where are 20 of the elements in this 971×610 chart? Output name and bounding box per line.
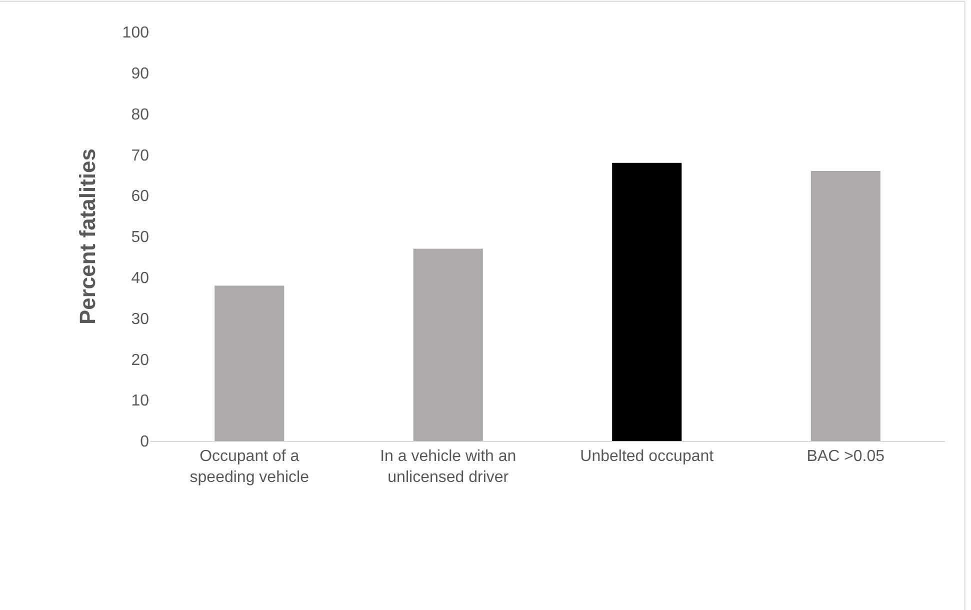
x-tick-label: Occupant of a speeding vehicle	[190, 448, 310, 486]
y-tick-label: 20	[131, 352, 150, 369]
y-tick-label: 70	[131, 147, 150, 164]
x-tick-label: Unbelted occupant	[580, 448, 714, 466]
bar	[214, 286, 284, 441]
bar	[810, 171, 880, 441]
y-tick-label: 60	[131, 188, 150, 206]
x-tick-label: BAC >0.05	[806, 448, 885, 466]
y-tick-label: 30	[131, 310, 150, 328]
y-tick-label: 80	[131, 106, 150, 124]
y-tick-label: 10	[131, 392, 150, 410]
y-axis-title: Percent fatalities	[75, 148, 100, 325]
y-tick-label: 0	[140, 434, 150, 451]
y-tick-label: 50	[131, 229, 150, 246]
x-tick-label: In a vehicle with an unlicensed driver	[380, 448, 516, 486]
y-tick-label: 40	[131, 270, 150, 287]
bar	[413, 248, 483, 441]
bar	[612, 162, 682, 441]
y-tick-label: 100	[122, 24, 150, 42]
y-tick-label: 90	[131, 66, 150, 82]
